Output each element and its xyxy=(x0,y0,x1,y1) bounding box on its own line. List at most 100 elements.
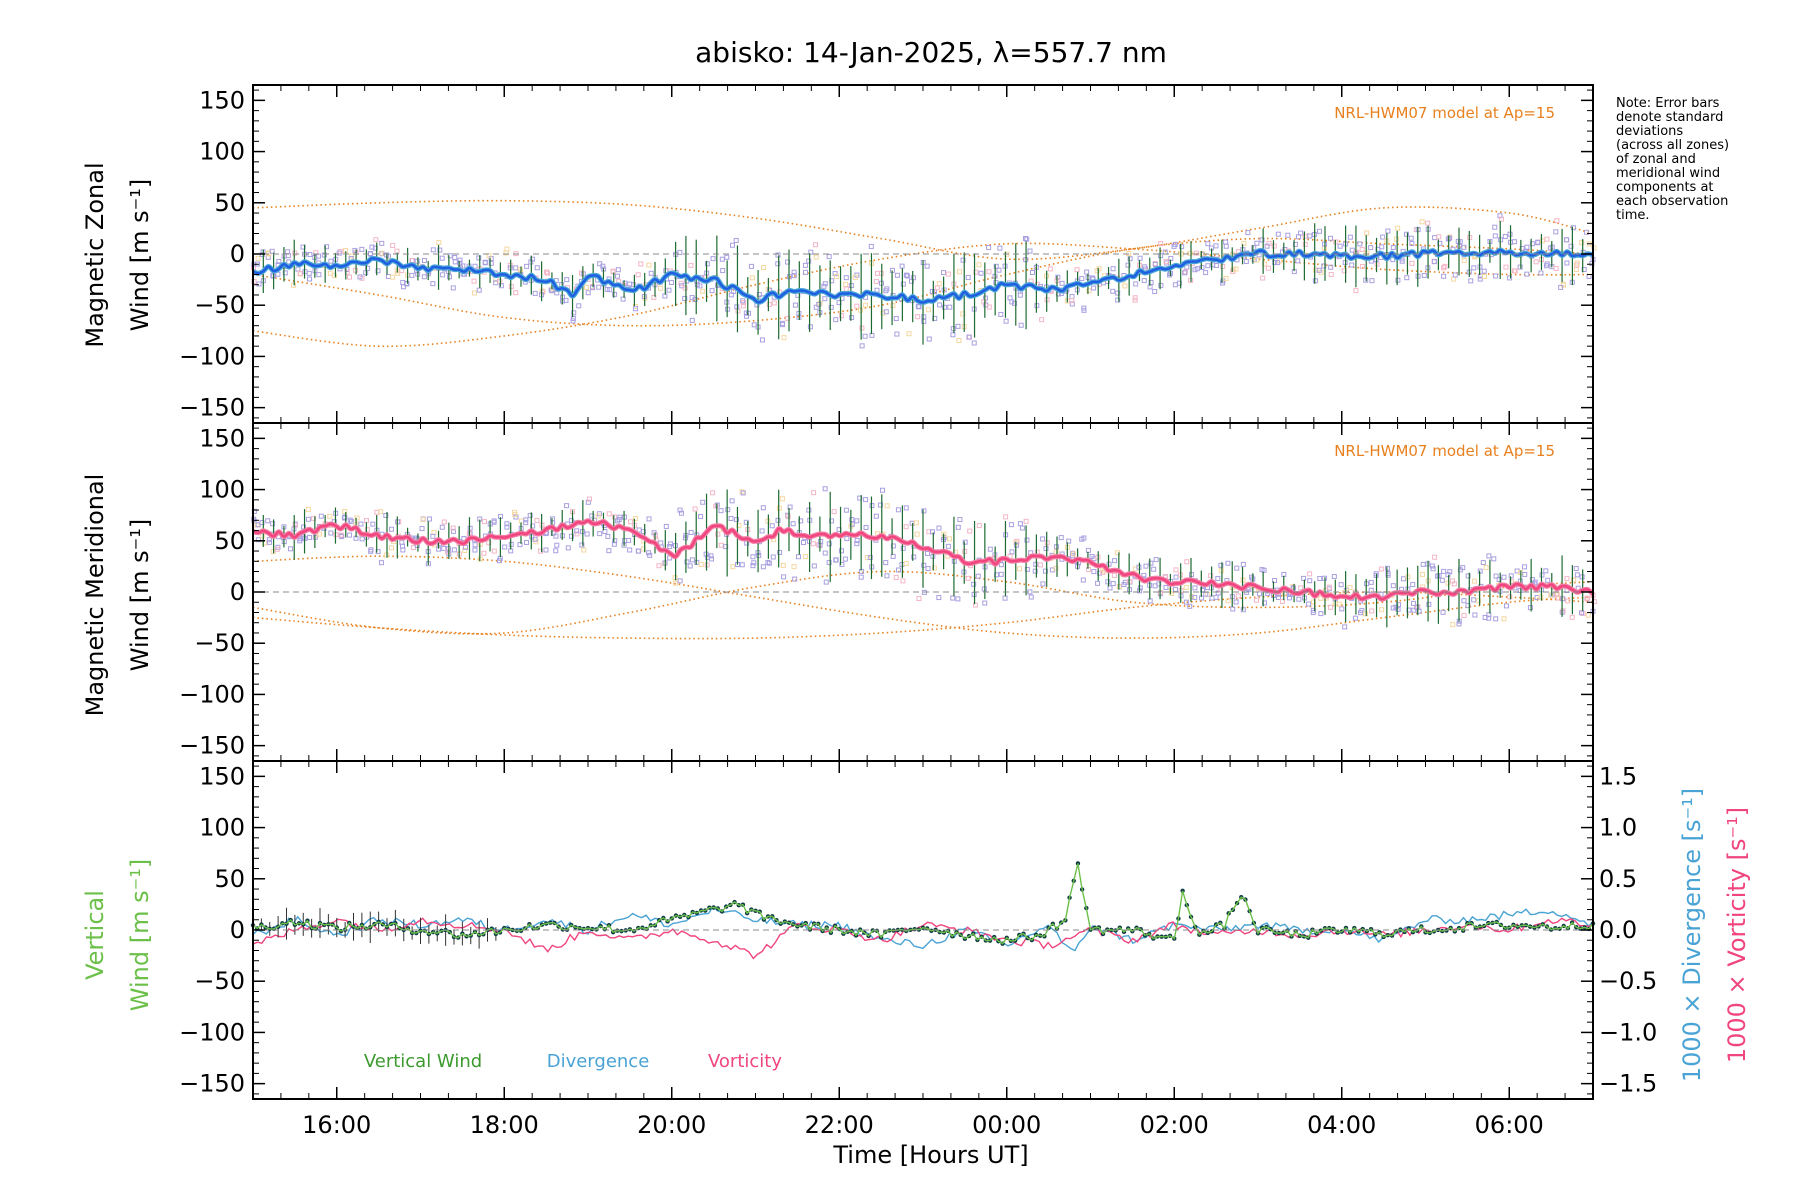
zone-point xyxy=(647,552,653,558)
zone-point xyxy=(452,254,458,260)
zone-point xyxy=(704,261,710,267)
zone-point xyxy=(445,549,451,555)
zone-point xyxy=(1472,612,1478,618)
zone-point xyxy=(604,286,610,292)
mean-wind-line xyxy=(252,519,1594,601)
zone-point xyxy=(363,270,369,276)
zone-point xyxy=(1395,277,1401,283)
zone-point xyxy=(759,337,765,343)
zone-point xyxy=(635,272,641,278)
zone-point xyxy=(688,529,694,535)
zone-point xyxy=(1301,575,1307,581)
zone-point xyxy=(852,274,858,280)
zone-point xyxy=(1260,275,1266,281)
zone-point xyxy=(698,514,704,520)
zone-point xyxy=(502,544,508,550)
zone-point xyxy=(504,524,510,530)
zone-point xyxy=(1560,281,1566,287)
zone-point xyxy=(633,306,639,312)
zone-point xyxy=(1179,244,1185,250)
zone-point xyxy=(1296,596,1302,602)
zone-point xyxy=(1225,598,1231,604)
zone-point xyxy=(965,575,971,581)
zone-point xyxy=(1172,586,1178,592)
zone-point xyxy=(1069,294,1075,300)
zone-point xyxy=(1461,598,1467,604)
zone-point xyxy=(400,547,406,553)
zone-point xyxy=(779,322,785,328)
zone-point xyxy=(960,257,966,263)
zone-point xyxy=(1142,264,1148,270)
zone-point xyxy=(1205,263,1211,269)
zone-point xyxy=(739,562,745,568)
zone-point xyxy=(945,271,951,277)
zone-point xyxy=(1243,258,1249,264)
zone-point xyxy=(971,340,977,346)
zone-point xyxy=(1390,257,1396,263)
zone-point xyxy=(1338,582,1344,588)
model-curve xyxy=(252,199,1594,261)
zone-point xyxy=(462,547,468,553)
zone-point xyxy=(945,543,951,549)
zone-point xyxy=(1285,232,1291,238)
zone-point xyxy=(568,518,574,524)
zone-point xyxy=(565,545,571,551)
zone-point xyxy=(967,528,973,534)
zone-point xyxy=(1169,590,1175,596)
zone-point xyxy=(1436,573,1442,579)
zone-point xyxy=(1493,573,1499,579)
zone-point xyxy=(311,515,317,521)
zone-point xyxy=(708,553,714,559)
zone-point xyxy=(543,547,549,553)
zone-point xyxy=(1480,560,1486,566)
zone-point xyxy=(1137,255,1143,261)
zone-point xyxy=(1167,272,1173,278)
zone-point xyxy=(1225,560,1231,566)
zone-point xyxy=(472,547,478,553)
zone-point xyxy=(1410,582,1416,588)
zone-point xyxy=(1018,322,1024,328)
zone-point xyxy=(1328,272,1334,278)
zone-point xyxy=(1498,216,1504,222)
zone-point xyxy=(1218,568,1224,574)
zone-point xyxy=(666,287,672,293)
zone-point xyxy=(839,313,845,319)
zone-point xyxy=(849,517,855,523)
zone-point xyxy=(1307,233,1313,239)
zone-point xyxy=(1002,595,1008,601)
zone-point xyxy=(1152,261,1158,267)
meridional-ylabel-line1: Magnetic Meridional xyxy=(81,474,109,717)
zone-point xyxy=(810,541,816,547)
zone-point xyxy=(947,304,953,310)
zone-point xyxy=(1208,573,1214,579)
zone-point xyxy=(640,546,646,552)
x-tick-label: 02:00 xyxy=(1140,1111,1209,1139)
zone-point xyxy=(895,507,901,513)
zone-point xyxy=(854,541,860,547)
zone-point xyxy=(1182,270,1188,276)
zone-point xyxy=(1028,594,1034,600)
zone-point xyxy=(1439,577,1445,583)
zone-point xyxy=(504,521,510,527)
zone-point xyxy=(1115,290,1121,296)
zone-point xyxy=(1318,595,1324,601)
y-tick-label: −100 xyxy=(179,680,245,708)
zone-point xyxy=(992,555,998,561)
zone-point xyxy=(931,565,937,571)
zone-point xyxy=(1163,584,1169,590)
zone-point xyxy=(914,531,920,537)
zone-point xyxy=(1115,297,1121,303)
y2-tick-label: −0.5 xyxy=(1599,967,1657,995)
zone-point xyxy=(921,562,927,568)
zone-point xyxy=(481,550,487,556)
zone-point xyxy=(826,541,832,547)
mean-wind-line xyxy=(252,248,1594,304)
zone-point xyxy=(346,274,352,280)
zone-point xyxy=(770,554,776,560)
zone-point xyxy=(858,307,864,313)
zone-point xyxy=(1482,274,1488,280)
zone-point xyxy=(925,550,931,556)
zone-point xyxy=(994,572,1000,578)
zone-point xyxy=(1421,273,1427,279)
zone-point xyxy=(942,304,948,310)
